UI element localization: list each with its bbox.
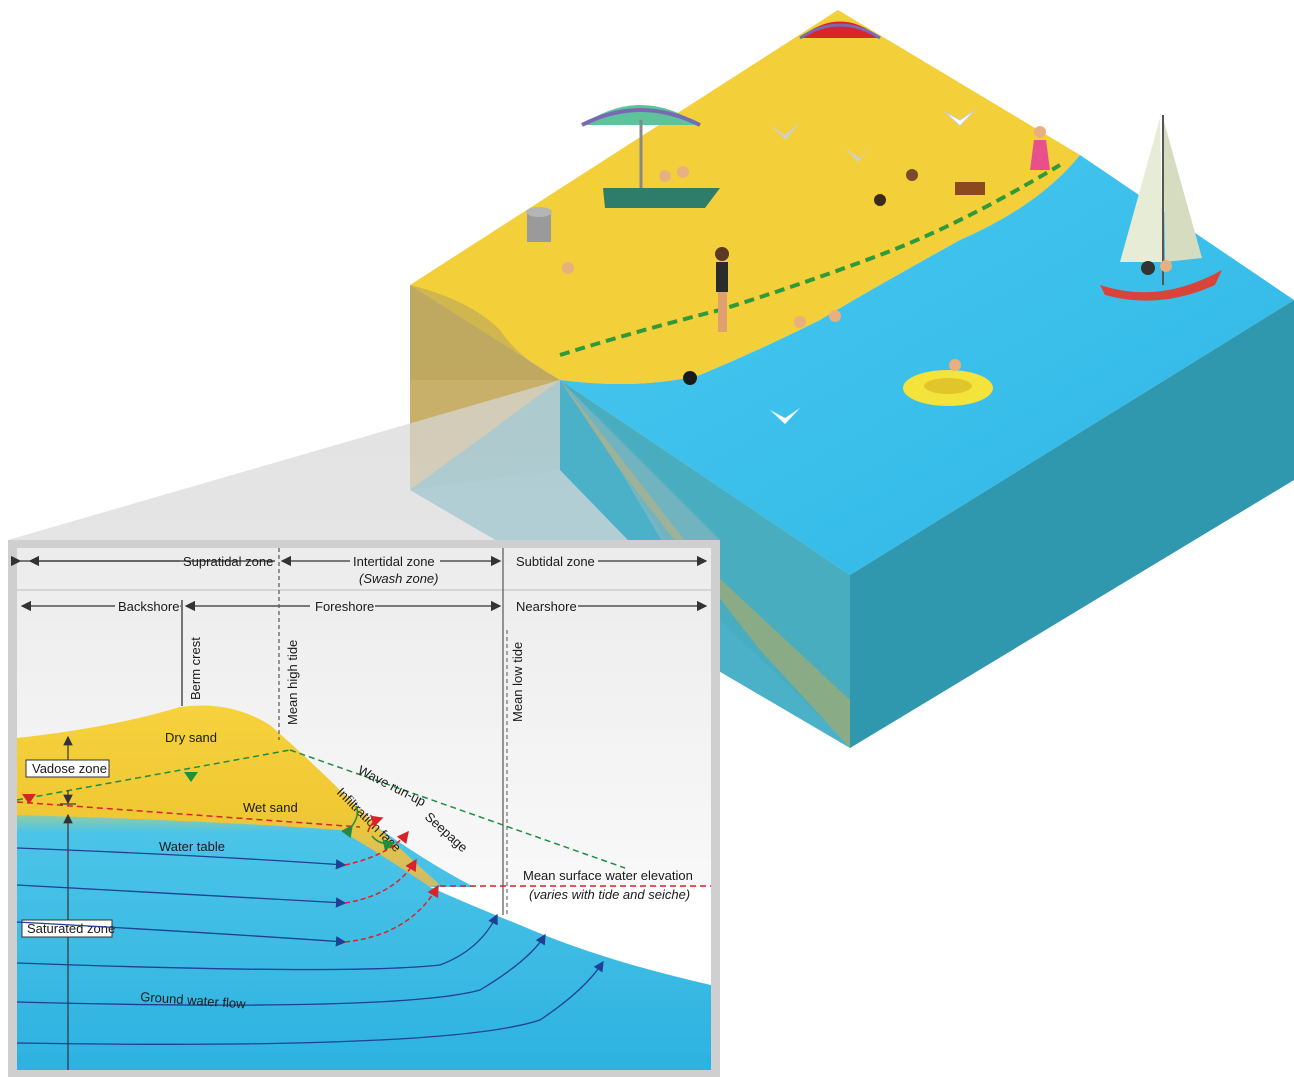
berm-crest-label: Berm crest: [188, 637, 203, 700]
water-table-label: Water table: [159, 839, 225, 854]
supratidal-zone-label: Supratidal zone: [183, 554, 273, 569]
low-water-table-marker: [22, 794, 36, 804]
backshore-label: Backshore: [118, 599, 179, 614]
mean-surface-note: (varies with tide and seiche): [529, 887, 690, 902]
ground-water-flow-label: Ground water flow: [140, 989, 247, 1011]
sand-top: [410, 10, 1080, 384]
umbrella-red-icon: [799, 21, 881, 40]
cross-section-panel: Supratidal zone Intertidal zone (Swash z…: [8, 540, 720, 1077]
water-table-low-line: [16, 801, 361, 828]
sand-region: [17, 705, 440, 887]
beach-scene: [526, 21, 1222, 424]
seepage-arrows: [344, 830, 439, 943]
intertidal-zone-label: Intertidal zone: [353, 554, 435, 569]
sailboat-icon: [1100, 115, 1222, 301]
mean-high-tide-label: Mean high tide: [285, 640, 300, 725]
float-ring-icon: [903, 359, 993, 406]
mean-low-tide-label: Mean low tide: [510, 642, 525, 722]
trash-can-icon: [526, 207, 552, 242]
subtidal-zone-label: Subtidal zone: [516, 554, 595, 569]
umbrella-green-icon: [581, 105, 720, 208]
dog-icon: [955, 182, 985, 195]
saturated-zone-label: Saturated zone: [27, 921, 115, 936]
wave-runup-line: [289, 749, 626, 869]
nearshore-label: Nearshore: [516, 599, 577, 614]
people-icons: [562, 126, 1050, 385]
dry-sand-label: Dry sand: [165, 730, 217, 745]
sea-region: [430, 887, 711, 985]
mean-surface-label: Mean surface water elevation: [523, 868, 693, 883]
water-table-high-line: [16, 749, 291, 801]
swash-zone-label: (Swash zone): [359, 571, 438, 586]
vadose-zone-label: Vadose zone: [32, 761, 107, 776]
foreshore-label: Foreshore: [315, 599, 374, 614]
saturated-region: [17, 800, 711, 1070]
wet-sand-label: Wet sand: [243, 800, 298, 815]
water-top: [560, 155, 1294, 575]
high-water-table-marker: [184, 772, 198, 782]
flow-lines: [16, 847, 604, 1045]
gull-icons: [770, 109, 976, 424]
